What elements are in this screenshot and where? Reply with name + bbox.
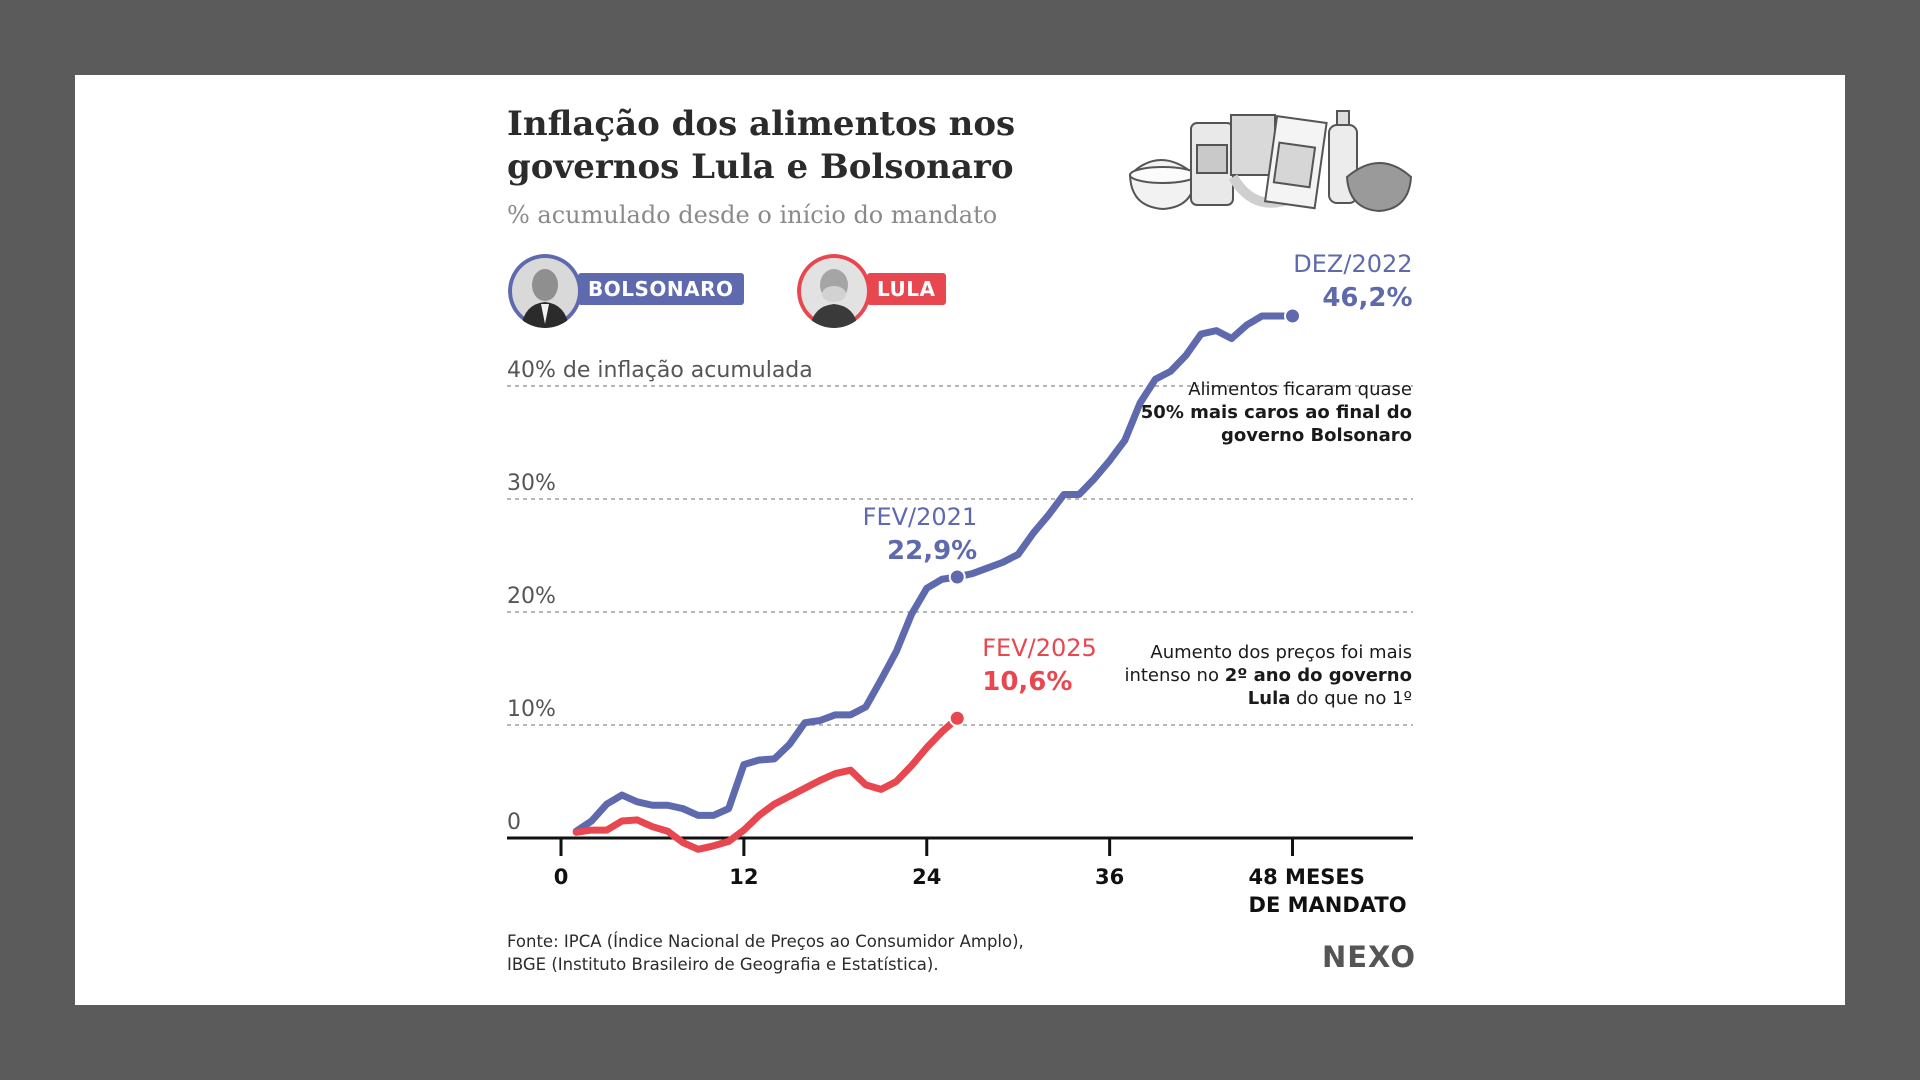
y-tick-label: 20% [507, 584, 556, 609]
callout-point [1284, 307, 1302, 325]
annotation-bolsonaro: Alimentos ficaram quase 50% mais caros a… [1140, 378, 1412, 447]
lula-portrait-icon [797, 254, 871, 328]
callout-point [948, 568, 966, 586]
callout-value: 10,6% [982, 667, 1072, 697]
legend-label-lula: LULA [867, 273, 946, 305]
series-line-lula [572, 714, 961, 853]
x-tick-label: 24 [912, 865, 941, 889]
nexo-logo: NEXO [1321, 940, 1416, 974]
chart-subtitle: % acumulado desde o início do mandato [507, 201, 998, 229]
callout-date: FEV/2021 [863, 503, 978, 531]
chart-card [75, 75, 1845, 1005]
annotation-lula-text: Aumento dos preços foi mais intenso no [1124, 642, 1412, 686]
y-tick-label: 10% [507, 697, 556, 722]
y-tick-label: 40% de inflação acumulada [507, 358, 813, 383]
y-tick-label: 0 [507, 810, 521, 835]
annotation-bolsonaro-text: Alimentos ficaram quase [1188, 379, 1412, 400]
groceries-illustration-icon [1128, 110, 1413, 213]
annotation-bolsonaro-bold: 50% mais caros ao final do governo Bolso… [1140, 402, 1412, 446]
annotation-lula: Aumento dos preços foi mais intenso no 2… [1100, 641, 1412, 710]
annotation-lula-bold: 2º ano do governo Lula [1224, 665, 1412, 709]
source-line-2: IBGE (Instituto Brasileiro de Geografia … [507, 955, 939, 974]
callout-value: 46,2% [1322, 283, 1412, 313]
series-line-bolsonaro [572, 312, 1297, 835]
chart-title: Inflação dos alimentos nos governos Lula… [507, 104, 1016, 187]
x-tick-label: 12 [729, 865, 758, 889]
bolsonaro-portrait-icon [508, 254, 582, 328]
source-line-1: Fonte: IPCA (Índice Nacional de Preços a… [507, 932, 1024, 951]
x-tick-label: 48 MESES [1249, 865, 1365, 889]
annotation-lula-text-end: do que no 1º [1290, 688, 1412, 709]
source-note: Fonte: IPCA (Índice Nacional de Preços a… [507, 930, 1024, 976]
x-tick-label: 36 [1095, 865, 1124, 889]
legend-label-bolsonaro: BOLSONARO [578, 273, 744, 305]
callout-date: FEV/2025 [982, 634, 1097, 662]
callout-point [948, 709, 966, 727]
callout-date: DEZ/2022 [1293, 250, 1412, 278]
x-tick-label: 0 [554, 865, 569, 889]
x-tick-label: DE MANDATO [1249, 893, 1407, 917]
callout-value: 22,9% [887, 536, 977, 566]
y-tick-label: 30% [507, 471, 556, 496]
